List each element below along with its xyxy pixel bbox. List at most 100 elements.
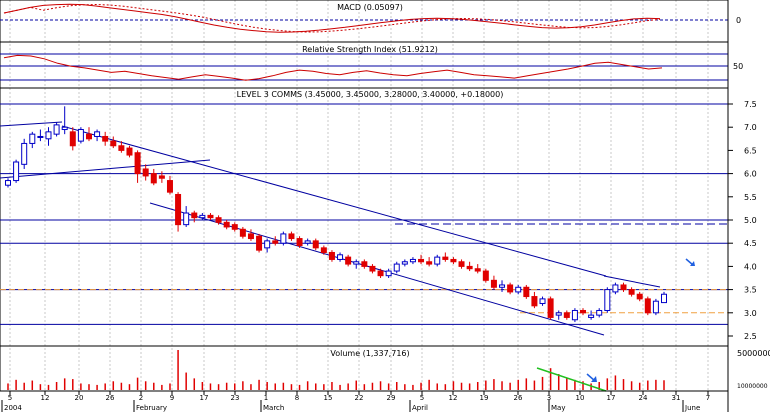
x-day-label-1: 12 xyxy=(41,394,50,402)
price-tick-label-7: 4.0 xyxy=(744,262,757,271)
price-tick-label-2: 6.5 xyxy=(744,146,757,155)
macd-panel-title: MACD (0.05097) xyxy=(337,3,403,12)
x-month-label-3: April xyxy=(412,404,428,412)
candle-body-48 xyxy=(393,263,400,272)
candle-body-64 xyxy=(523,286,530,298)
x-day-label-19: 17 xyxy=(607,394,616,402)
candle-body-67 xyxy=(547,298,554,318)
x-day-label-15: 19 xyxy=(480,394,489,402)
volume-panel-title: Volume (1,337,716) xyxy=(330,349,409,358)
x-month-label-5: June xyxy=(684,404,700,412)
candle-body-14 xyxy=(118,145,125,151)
candle-body-40 xyxy=(328,251,335,260)
x-axis-month-labels: 2004 February March April May June xyxy=(1,400,700,412)
candle-body-10 xyxy=(85,133,92,140)
candle-body-58 xyxy=(474,268,481,272)
price-tick-label-1: 7.0 xyxy=(744,123,757,132)
x-month-label-4: May xyxy=(551,404,565,412)
candle-body-32 xyxy=(264,240,271,249)
price-tick-label-8: 3.5 xyxy=(744,286,757,295)
rsi-line xyxy=(3,54,663,81)
candlesticks xyxy=(5,106,667,323)
candle-body-34 xyxy=(280,233,287,244)
candle-body-43 xyxy=(353,261,360,265)
x-day-label-7: 23 xyxy=(231,394,240,402)
price-horizontal-levels xyxy=(0,103,728,325)
candle-body-5 xyxy=(45,131,52,140)
x-day-label-18: 10 xyxy=(576,394,585,402)
candle-body-66 xyxy=(539,298,546,305)
price-y-axis: 7.5 7.0 6.5 6.0 5.5 5.0 4.5 4.0 3.5 3.0 2.5 xyxy=(728,100,757,341)
candle-body-47 xyxy=(385,270,392,277)
candle-body-63 xyxy=(515,286,522,293)
candle-body-35 xyxy=(288,233,295,240)
candle-body-65 xyxy=(531,296,538,307)
x-month-label-2: March xyxy=(263,404,284,412)
rsi-level-label: 50 xyxy=(733,62,743,71)
price-panel: LEVEL 3 COMMS (3.45000, 3.45000, 3.28000… xyxy=(0,87,757,347)
price-arrow-head xyxy=(690,261,695,266)
x-day-label-5: 9 xyxy=(170,394,174,402)
candle-body-4 xyxy=(37,135,44,138)
candle-body-22 xyxy=(183,212,190,226)
candle-body-50 xyxy=(409,258,416,263)
x-day-label-12: 29 xyxy=(387,394,396,402)
candle-body-16 xyxy=(134,152,141,175)
candle-body-38 xyxy=(312,240,319,249)
x-day-label-22: 7 xyxy=(706,394,710,402)
channel-upper-line xyxy=(61,125,607,277)
volume-top-label: 5000000 xyxy=(737,349,770,358)
candle-body-59 xyxy=(482,270,489,281)
candle-body-6 xyxy=(53,124,60,135)
candle-body-0 xyxy=(5,180,11,186)
price-tick-label-0: 7.5 xyxy=(744,100,757,109)
candle-body-68 xyxy=(555,312,562,316)
candle-body-39 xyxy=(320,247,327,253)
candle-body-9 xyxy=(77,129,84,142)
candle-body-74 xyxy=(604,289,611,311)
candle-body-61 xyxy=(499,284,506,288)
candle-body-25 xyxy=(207,214,214,219)
candle-body-3 xyxy=(29,133,36,144)
channel-right-segment xyxy=(603,275,661,288)
candle-body-23 xyxy=(191,212,198,219)
channel-left-lower xyxy=(0,159,211,179)
x-day-label-16: 26 xyxy=(514,394,523,402)
x-day-label-4: 2 xyxy=(139,394,143,402)
x-axis-day-labels: 5 12 20 26 2 9 17 23 1 8 15 22 29 5 12 19 26 3 10 17 24 31 7 xyxy=(8,391,710,402)
candle-body-1 xyxy=(13,161,20,182)
x-day-label-10: 15 xyxy=(324,394,333,402)
candle-body-15 xyxy=(126,147,133,156)
candle-body-13 xyxy=(110,140,117,147)
x-day-label-11: 22 xyxy=(355,394,364,402)
candle-body-44 xyxy=(361,261,368,267)
candle-body-77 xyxy=(628,289,635,295)
price-tick-label-10: 2.5 xyxy=(744,332,757,341)
candle-body-12 xyxy=(102,135,109,142)
candle-body-36 xyxy=(296,238,303,247)
candle-body-42 xyxy=(345,256,352,265)
volume-arrow-icon xyxy=(586,373,597,382)
candle-body-17 xyxy=(142,168,149,177)
vertical-gridlines xyxy=(9,0,709,391)
macd-line xyxy=(3,3,661,33)
candle-body-31 xyxy=(256,235,263,251)
macd-zero-label: 0 xyxy=(736,16,741,25)
x-month-label-0: 2004 xyxy=(4,404,22,412)
candle-body-18 xyxy=(150,173,157,184)
candle-body-62 xyxy=(507,284,514,293)
x-month-label-1: February xyxy=(136,404,167,412)
volume-arrow-head xyxy=(591,376,597,382)
candle-body-79 xyxy=(644,298,651,314)
candle-body-69 xyxy=(563,312,570,318)
price-panel-title: LEVEL 3 COMMS (3.45000, 3.45000, 3.28000… xyxy=(237,90,504,99)
candle-body-26 xyxy=(215,217,222,223)
candle-body-7 xyxy=(61,126,68,131)
candle-body-73 xyxy=(596,309,603,316)
volume-bottom-label: 10000000 xyxy=(737,383,768,390)
price-tick-label-6: 4.5 xyxy=(744,239,757,248)
candle-body-41 xyxy=(337,254,344,260)
price-tick-label-5: 5.0 xyxy=(744,216,757,225)
